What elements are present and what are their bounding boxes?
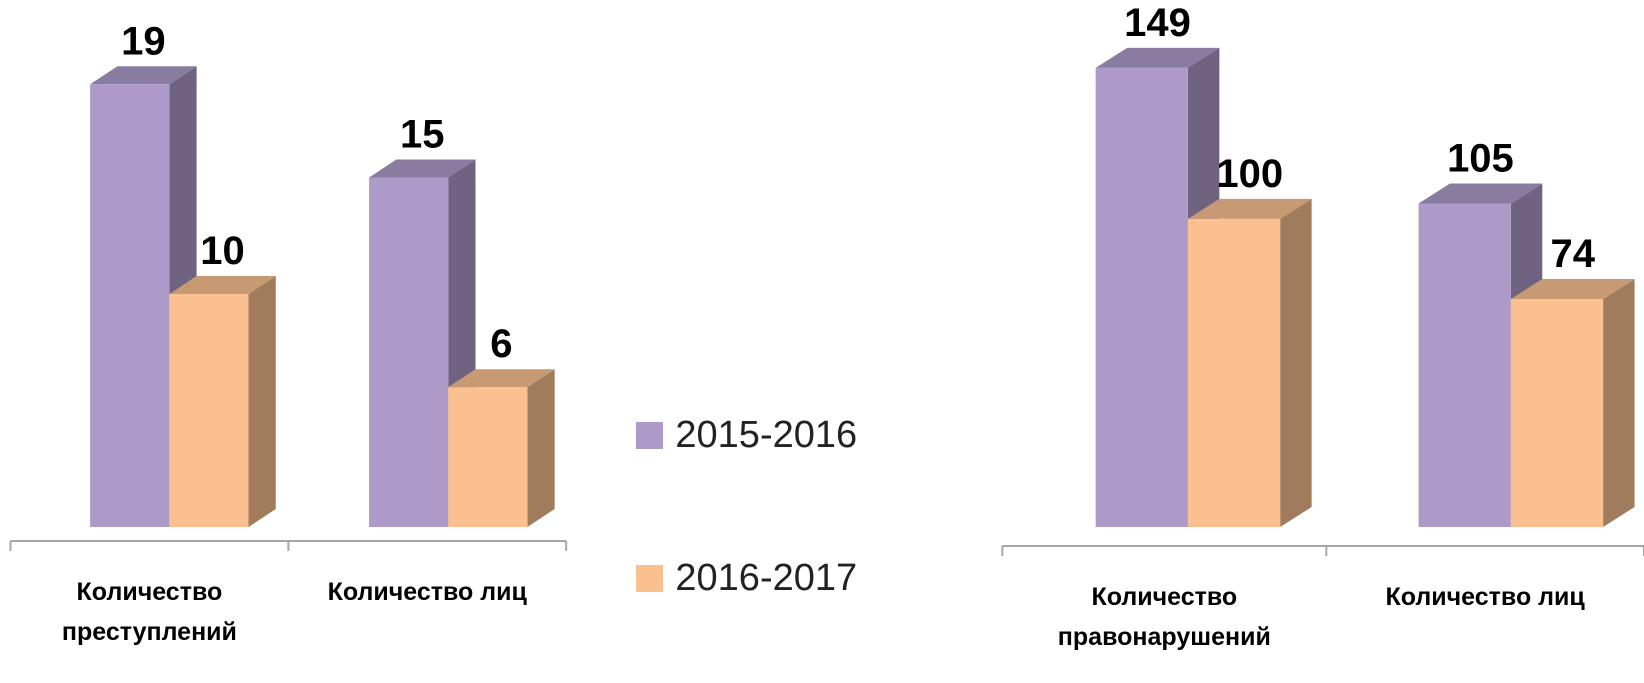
bar [169,294,249,527]
bar-side [527,369,555,527]
legend-item: 2016-2017 [636,556,857,600]
data-label: 105 [1447,136,1514,180]
bar [90,84,170,528]
legend-swatch [636,564,664,592]
bar-top [448,369,555,388]
legend-label: 2016-2017 [675,556,858,599]
bar-side [1603,278,1635,527]
bar-top [90,66,197,85]
bar [1418,203,1511,527]
data-label: 149 [1124,1,1191,45]
data-label: 74 [1550,232,1595,276]
bar-top [169,276,276,294]
legend-label: 2015-2016 [675,413,858,456]
bar [1187,218,1281,527]
bar-top [1187,198,1312,219]
bar-side [248,276,276,527]
bar-top [1510,278,1635,299]
bar-top [369,159,476,178]
bar-top [1418,183,1543,204]
legend-swatch [636,421,664,449]
data-label: 6 [490,322,512,366]
bar-side [1280,198,1312,527]
category-label: Количество преступлений [61,578,237,646]
bar [369,177,449,527]
legend-item: 2015-2016 [636,413,857,457]
data-label: 15 [400,113,445,157]
bar [448,387,528,527]
category-label: Количество правонарушений [1057,583,1271,651]
data-label: 100 [1216,152,1283,196]
data-label: 19 [121,19,166,63]
bar [1095,67,1188,528]
category-label: Количество лиц [1385,583,1585,611]
category-label: Количество лиц [327,578,527,606]
data-label: 10 [200,229,245,273]
bar-top [1095,47,1220,68]
bar [1510,298,1604,527]
